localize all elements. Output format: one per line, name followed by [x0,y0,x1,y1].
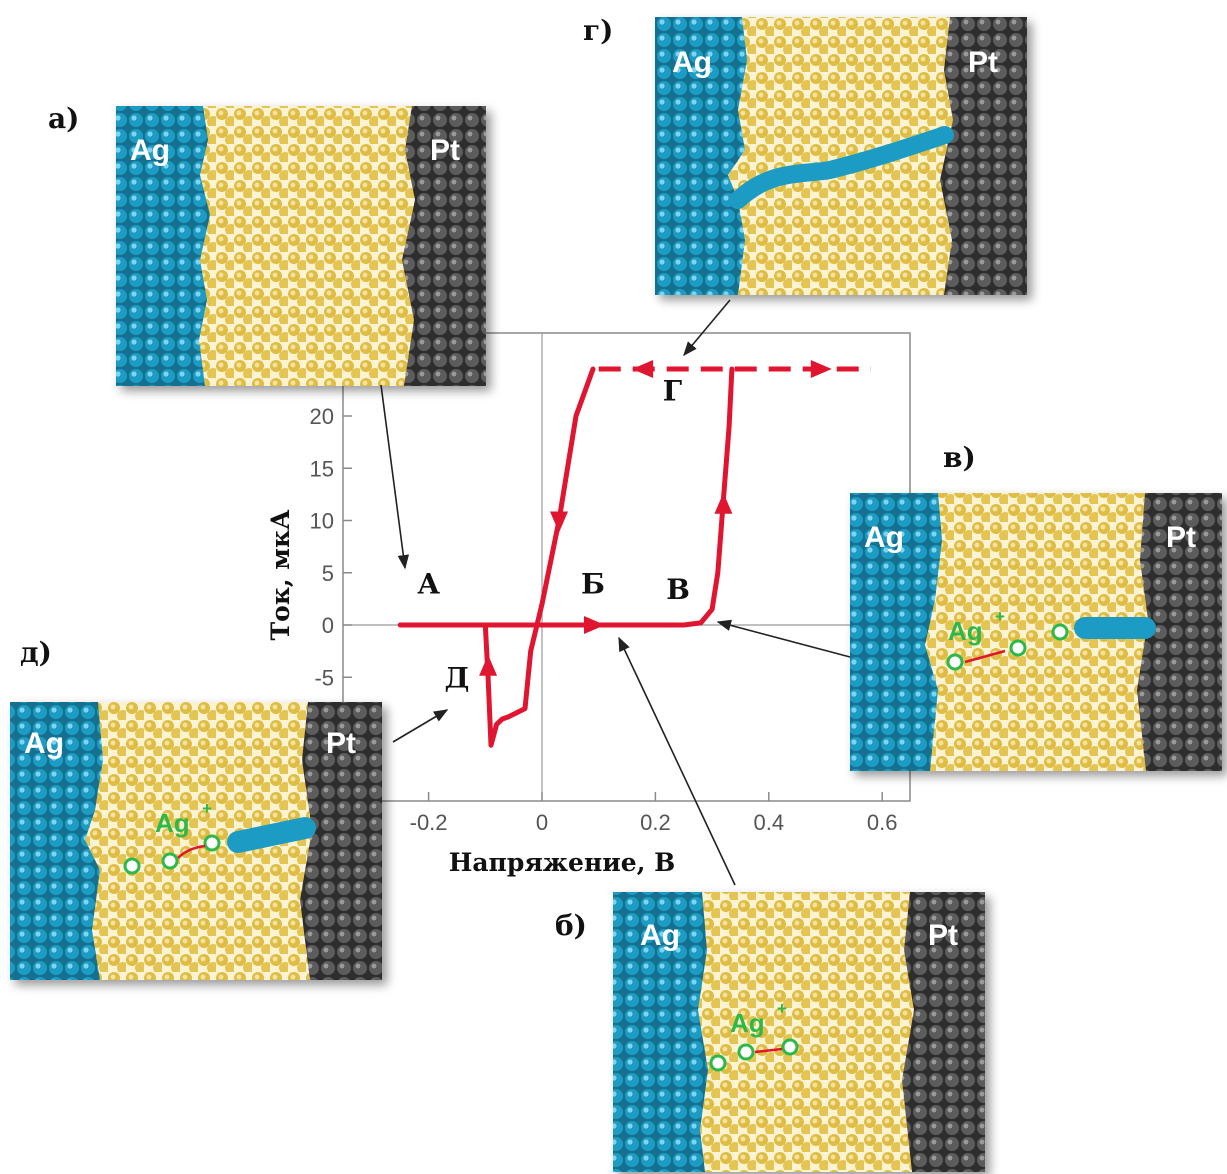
point-label: Д [444,662,469,695]
x-axis-label: Напряжение, В [449,848,676,877]
y-tick-label: 20 [310,404,334,429]
panel-g-left-label: Ag [672,46,712,79]
panel-d-silver-electrode [10,702,103,980]
leader-d [392,709,449,743]
panel-v-right-label: Pt [1166,521,1196,554]
x-tick-label: 0.4 [754,810,785,835]
arrow-up [479,654,498,676]
panel-b-letter: б) [555,909,587,942]
panel-b-platinum-electrode [902,892,985,1172]
x-tick-label: 0.2 [640,810,671,835]
iv-curve-series-0 [397,366,735,628]
arrow-left [632,360,654,378]
panel-d-left-label: Ag [24,727,64,760]
y-tick-label: -5 [314,665,334,690]
y-ticks: -5 0 5 10 15 20 [310,404,352,690]
x-tick-label: 0.6 [867,810,898,835]
leader-arrows [380,299,851,886]
panel-v-left-label: Ag [864,521,904,554]
point-label: Г [663,374,682,407]
panel-g-right-label: Pt [968,46,998,79]
panel-g-filament [729,126,954,209]
panel-v-ion-arrow [964,649,1006,664]
point-label: Б [581,568,605,601]
panel-b-ion-arrow [754,1047,783,1054]
panel-b-ion-b [737,1043,755,1061]
panel-b [613,892,985,1172]
panel-v-ion-label: Ag [948,616,983,646]
point-label: А [417,568,440,601]
y-tick-label: 10 [310,509,334,534]
panel-g-silver-electrode [655,17,747,295]
panel-b-left-label: Ag [640,919,680,952]
panel-a [116,106,486,386]
panel-g [655,17,1027,295]
panel-a-silver-electrode [116,106,210,386]
plot-frame [342,332,911,802]
x-tick-label: -0.2 [410,810,448,835]
panel-b-ion-label: Ag [730,1008,765,1038]
panel-a-letter: а) [48,102,79,135]
panel-v-ion-charge: + [995,607,1005,626]
leader-v [716,619,851,658]
direction-arrows [479,360,832,676]
leader-a [380,384,410,570]
x-ticks: -0.2 0 0.2 0.4 0.6 [410,792,898,835]
arrow-up [714,492,733,514]
panel-d-ion-label: Ag [155,808,190,838]
panel-b-ion-a [709,1054,727,1072]
panel-v-silver-electrode [850,493,942,771]
panel-b-silver-electrode [613,892,708,1172]
panel-v [850,493,1222,771]
panel-d-ion-arrow [177,844,206,859]
panel-d-ion-charge: + [202,799,212,818]
plot-area: -0.2 0 0.2 0.4 0.6 -5 0 5 10 15 20 А Б В Г Д [310,332,911,835]
panel-b-right-label: Pt [928,919,958,952]
panel-g-platinum-electrode [940,17,1027,295]
point-labels: А Б В Г Д [417,374,690,694]
leader-g [683,299,731,357]
y-tick-label: 0 [322,613,334,638]
y-tick-label: 15 [310,456,334,481]
panel-d-right-label: Pt [326,727,356,760]
panel-d-ion-a [123,857,141,875]
panel-d-letter: д) [20,636,52,669]
panel-b-ion-charge: + [777,999,787,1018]
panel-d-platinum-electrode [300,702,382,980]
panel-d-ion-b [161,852,179,870]
y-tick-label: 5 [322,561,334,586]
panel-a-platinum-electrode [402,106,486,386]
leader-b [618,636,736,886]
y-axis-label: Ток, мкА [266,509,295,641]
panel-v-ion-c [1051,623,1069,641]
panel-a-left-label: Ag [130,134,170,167]
arrow-right [584,616,605,634]
panel-v-letter: в) [943,441,976,474]
panel-b-ion-c [781,1038,799,1056]
arrow-down [550,511,568,533]
arrow-right [810,360,832,378]
x-tick-label: 0 [536,810,548,835]
panel-d-partial-filament [227,817,316,853]
panel-g-letter: г) [583,14,613,47]
panel-v-ion-b [1009,639,1027,657]
panel-d-ion-c [203,834,221,852]
panel-d [10,702,382,980]
panel-v-ion-a [946,653,964,671]
panel-a-right-label: Pt [430,134,460,167]
panel-v-platinum-electrode [1137,493,1222,771]
point-label: В [666,573,690,606]
